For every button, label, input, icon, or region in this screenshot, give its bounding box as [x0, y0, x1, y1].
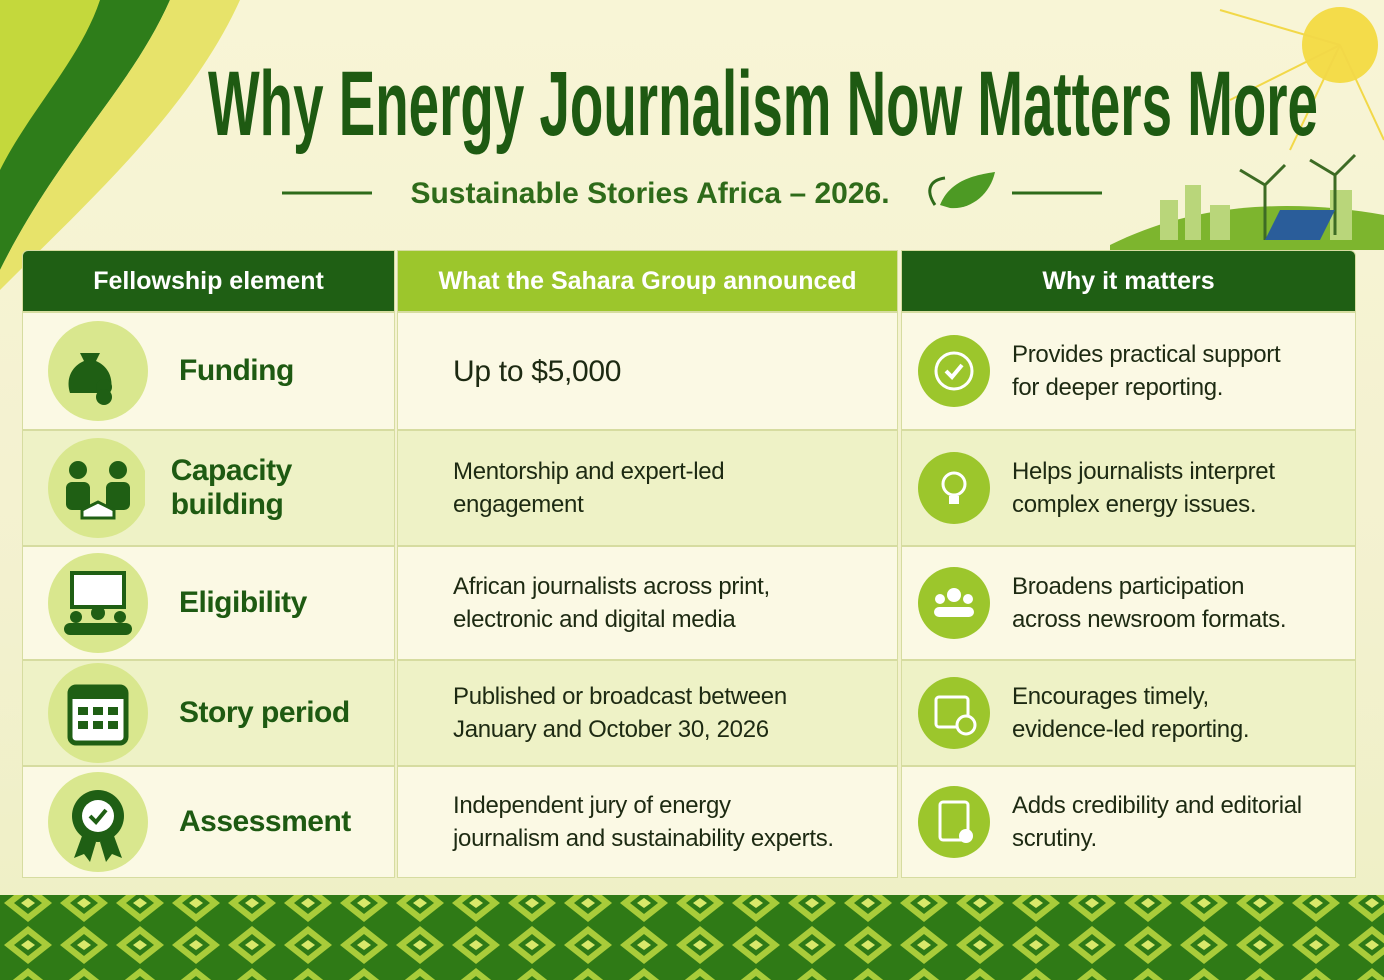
- element-name: Eligibility: [179, 586, 307, 619]
- row-label-cell: Story period: [22, 660, 395, 766]
- why-icon: [918, 677, 990, 749]
- announced-cell: Independent jury of energy journalism an…: [397, 766, 898, 878]
- column-header: What the Sahara Group announced: [397, 250, 898, 312]
- announced-text: Mentorship and expert-led engagement: [453, 458, 725, 518]
- city: [1160, 185, 1352, 240]
- title: Why Energy Journalism Now Matters More: [208, 53, 1318, 155]
- row-icon: [48, 321, 148, 421]
- announced-cell: Up to $5,000: [397, 312, 898, 430]
- why-cell: Encourages timely, evidence-led reportin…: [901, 660, 1356, 766]
- table: Fellowship element What the Sahara Group …: [22, 250, 1356, 878]
- why-icon: [918, 786, 990, 858]
- why-cell: Adds credibility and editorial scrutiny.: [901, 766, 1356, 878]
- solar-panel: [1265, 210, 1335, 240]
- leaf-stem: [928, 176, 946, 206]
- row-label-cell: Capacity building: [22, 430, 395, 546]
- why-icon: [918, 452, 990, 524]
- announced-text: Independent jury of energy journalism an…: [453, 792, 834, 852]
- why-text: Helps journalists interpret complex ener…: [1012, 458, 1275, 518]
- why-text: Provides practical support for deeper re…: [1012, 341, 1281, 401]
- announced-cell: African journalists across print, electr…: [397, 546, 898, 660]
- row-icon: [48, 438, 145, 538]
- column-header: Fellowship element: [22, 250, 395, 312]
- row-icon: [48, 663, 148, 763]
- row-icon: [48, 772, 148, 872]
- row-icon: [48, 553, 148, 653]
- corner-band: [0, 0, 240, 290]
- wind-turbines: [1239, 153, 1357, 240]
- announced-text: African journalists across print, electr…: [453, 573, 770, 633]
- why-text: Adds credibility and editorial scrutiny.: [1012, 792, 1302, 852]
- element-name: Capacity building: [170, 454, 293, 521]
- row-label-cell: Eligibility: [22, 546, 395, 660]
- row-label-cell: Funding: [22, 312, 395, 430]
- column-header: Why it matters: [901, 250, 1356, 312]
- sun-rays: [1219, 9, 1384, 151]
- subtitle: Sustainable Stories Africa – 2026.: [410, 177, 889, 210]
- why-text: Encourages timely, evidence-led reportin…: [1012, 683, 1250, 743]
- why-icon: [918, 335, 990, 407]
- announced-text: Published or broadcast between January a…: [453, 683, 787, 743]
- announced-cell: Mentorship and expert-led engagement: [397, 430, 898, 546]
- element-name: Assessment: [179, 805, 351, 838]
- element-name: Story period: [179, 696, 350, 729]
- why-icon: [918, 567, 990, 639]
- corner-band: [0, 0, 100, 170]
- announced-cell: Published or broadcast between January a…: [397, 660, 898, 766]
- why-cell: Provides practical support for deeper re…: [901, 312, 1356, 430]
- row-label-cell: Assessment: [22, 766, 395, 878]
- announced-text: Up to $5,000: [453, 354, 622, 388]
- leaf: [940, 172, 995, 209]
- why-cell: Helps journalists interpret complex ener…: [901, 430, 1356, 546]
- why-text: Broadens participation across newsroom f…: [1012, 573, 1287, 633]
- footer-pattern: [0, 895, 1384, 980]
- why-cell: Broadens participation across newsroom f…: [901, 546, 1356, 660]
- element-name: Funding: [179, 354, 294, 387]
